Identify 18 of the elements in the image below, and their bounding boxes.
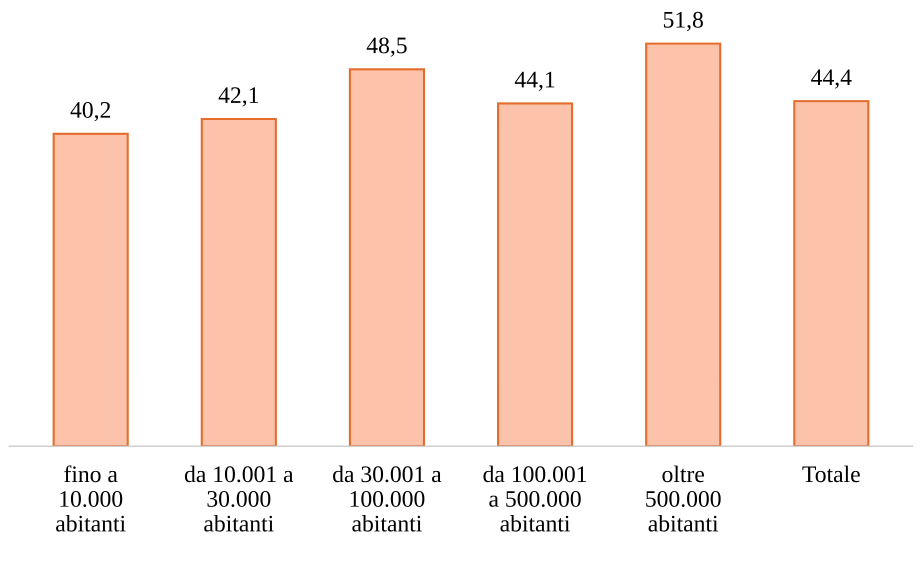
- x-tick-label: da 100.001 a 500.000 abitanti: [483, 466, 586, 532]
- data-label: 42,1: [218, 87, 258, 107]
- x-tick-label: oltre 500.000 abitanti: [646, 466, 721, 532]
- x-tick-label: da 10.001 a 30.000 abitanti: [184, 466, 294, 532]
- data-label: 40,2: [70, 102, 110, 122]
- data-label: 51,8: [664, 12, 703, 32]
- x-tick-label: Totale: [802, 466, 860, 482]
- x-tick-label: fino a 10.000 abitanti: [56, 465, 126, 532]
- bar: [348, 68, 426, 446]
- bar: [52, 132, 129, 446]
- bar: [793, 100, 870, 446]
- data-label: 48,5: [366, 37, 407, 57]
- data-label: 44,4: [811, 69, 852, 89]
- bar: [496, 102, 574, 446]
- bar: [200, 118, 277, 446]
- x-tick-label: da 30.001 a 100.000 abitanti: [333, 466, 442, 532]
- data-label: 44,1: [514, 72, 554, 91]
- bar: [645, 42, 722, 446]
